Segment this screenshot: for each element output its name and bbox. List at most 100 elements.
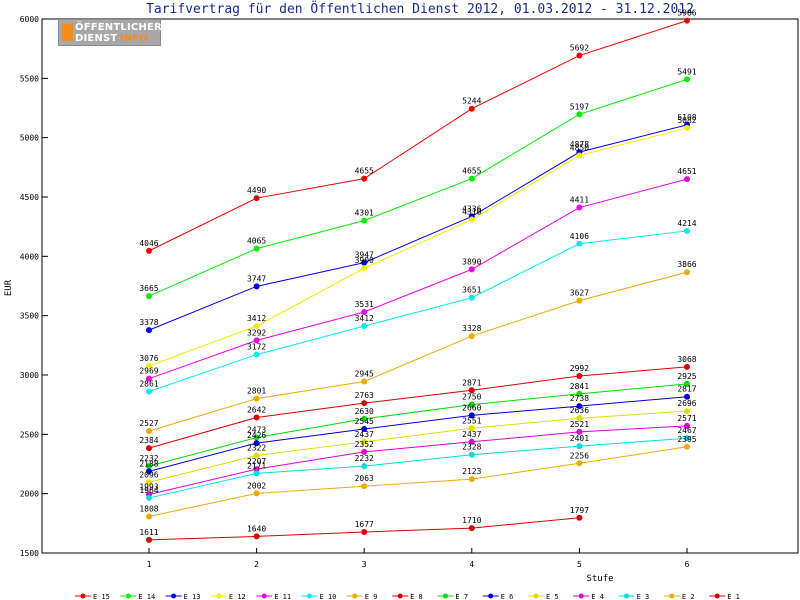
series-line-E_9 xyxy=(148,271,688,432)
data-label-E_11: 4411 xyxy=(570,196,589,205)
data-label-E_9: 3328 xyxy=(462,324,481,333)
data-label-E_14: 4301 xyxy=(355,209,374,218)
data-point-E_8 xyxy=(576,372,583,379)
legend-label-E_4: E_4 xyxy=(591,593,604,600)
y-tick-label: 5000 xyxy=(20,134,39,143)
legend-marker-E_3 xyxy=(624,593,630,599)
data-label-E_1: 1797 xyxy=(570,506,589,515)
series-line-E_7 xyxy=(148,383,688,467)
data-label-E_12: 4850 xyxy=(570,143,589,152)
data-label-E_15: 4655 xyxy=(355,167,374,176)
data-label-E_11: 3890 xyxy=(462,257,481,266)
data-point-E_13 xyxy=(253,283,260,290)
data-label-E_1: 1710 xyxy=(462,516,481,525)
data-label-E_12: 5082 xyxy=(677,116,696,125)
data-label-E_14: 4655 xyxy=(462,167,481,176)
data-point-E_2 xyxy=(146,513,152,520)
data-label-E_14: 3665 xyxy=(139,284,158,293)
data-label-E_4: 1993 xyxy=(139,482,158,491)
legend-marker-E_6 xyxy=(488,593,494,599)
data-point-E_14 xyxy=(361,217,368,224)
logo-text: ÖFFENTLICHER DIENST.INFO xyxy=(75,22,162,44)
legend-label-E_10: E_10 xyxy=(320,593,337,600)
data-point-E_9 xyxy=(253,395,260,402)
x-tick-label: 3 xyxy=(362,560,367,569)
data-point-E_5 xyxy=(146,479,152,486)
data-point-E_15 xyxy=(576,52,583,59)
x-tick-label: 2 xyxy=(254,560,259,569)
data-label-E_6: 2817 xyxy=(677,385,696,394)
data-label-E_9: 3866 xyxy=(677,260,696,269)
data-point-E_14 xyxy=(468,175,475,182)
data-point-E_11 xyxy=(468,266,475,273)
legend-label-E_1: E_1 xyxy=(727,593,740,600)
data-label-E_12: 4310 xyxy=(462,208,481,217)
data-label-E_2: 2123 xyxy=(462,467,481,476)
data-point-E_8 xyxy=(361,400,368,407)
data-point-E_9 xyxy=(146,428,152,435)
series-line-E_12 xyxy=(148,127,688,367)
legend-label-E_8: E_8 xyxy=(410,593,423,600)
legend-label-E_14: E_14 xyxy=(138,593,155,600)
data-label-E_11: 2969 xyxy=(139,367,158,376)
data-point-E_12 xyxy=(361,265,368,272)
data-point-E_10 xyxy=(146,388,152,395)
data-point-E_15 xyxy=(468,105,475,112)
data-point-E_7 xyxy=(468,401,475,408)
data-label-E_7: 2925 xyxy=(677,372,696,381)
data-point-E_1 xyxy=(361,528,368,535)
data-point-E_1 xyxy=(576,514,583,521)
x-tick-label: 6 xyxy=(685,560,690,569)
data-label-E_7: 2750 xyxy=(462,393,481,402)
data-point-E_7 xyxy=(684,380,690,387)
data-point-E_14 xyxy=(684,76,690,83)
data-point-E_7 xyxy=(146,463,152,470)
data-point-E_1 xyxy=(253,533,260,540)
data-point-E_14 xyxy=(576,111,583,118)
data-label-E_8: 2992 xyxy=(570,364,589,373)
data-point-E_4 xyxy=(576,428,583,435)
legend-label-E_13: E_13 xyxy=(184,593,201,600)
data-point-E_6 xyxy=(361,425,368,432)
data-label-E_15: 4490 xyxy=(247,186,266,195)
data-label-E_13: 3747 xyxy=(247,274,266,283)
data-label-E_6: 2738 xyxy=(570,394,589,403)
data-label-E_14: 5491 xyxy=(677,67,696,76)
data-point-E_6 xyxy=(684,393,690,400)
data-label-E_10: 4214 xyxy=(677,219,696,228)
data-point-E_10 xyxy=(253,351,260,358)
data-label-E_6: 2660 xyxy=(462,403,481,412)
data-point-E_12 xyxy=(684,124,690,131)
data-label-E_2: 2395 xyxy=(677,435,696,444)
data-label-E_7: 2473 xyxy=(247,426,266,435)
data-label-E_5: 2322 xyxy=(247,443,266,452)
data-label-E_3: 2401 xyxy=(570,434,589,443)
data-label-E_5: 2696 xyxy=(677,399,696,408)
data-point-E_5 xyxy=(468,425,475,432)
data-point-E_11 xyxy=(684,176,690,183)
data-point-E_9 xyxy=(468,333,475,340)
data-point-E_12 xyxy=(146,362,152,369)
data-label-E_9: 2527 xyxy=(139,419,158,428)
data-label-E_6: 2426 xyxy=(247,431,266,440)
legend-marker-E_7 xyxy=(442,593,448,599)
data-point-E_15 xyxy=(146,247,152,254)
data-point-E_5 xyxy=(253,452,260,459)
data-label-E_4: 2571 xyxy=(677,414,696,423)
series-line-E_2 xyxy=(148,446,688,517)
y-tick-label: 2000 xyxy=(20,490,39,499)
legend-label-E_6: E_6 xyxy=(501,593,514,600)
data-label-E_9: 2945 xyxy=(355,370,374,379)
x-tick-label: 1 xyxy=(147,560,152,569)
data-point-E_1 xyxy=(146,536,152,543)
series-line-E_3 xyxy=(148,437,688,499)
data-label-E_1: 1677 xyxy=(355,520,374,529)
data-point-E_6 xyxy=(146,468,152,475)
data-label-E_8: 2642 xyxy=(247,405,266,414)
y-tick-label: 4000 xyxy=(20,252,39,261)
data-label-E_8: 2763 xyxy=(355,391,374,400)
data-label-E_10: 4106 xyxy=(570,232,589,241)
logo-line1: ÖFFENTLICHER xyxy=(75,22,162,33)
series-line-E_11 xyxy=(148,178,688,380)
x-tick-label: 5 xyxy=(577,560,582,569)
